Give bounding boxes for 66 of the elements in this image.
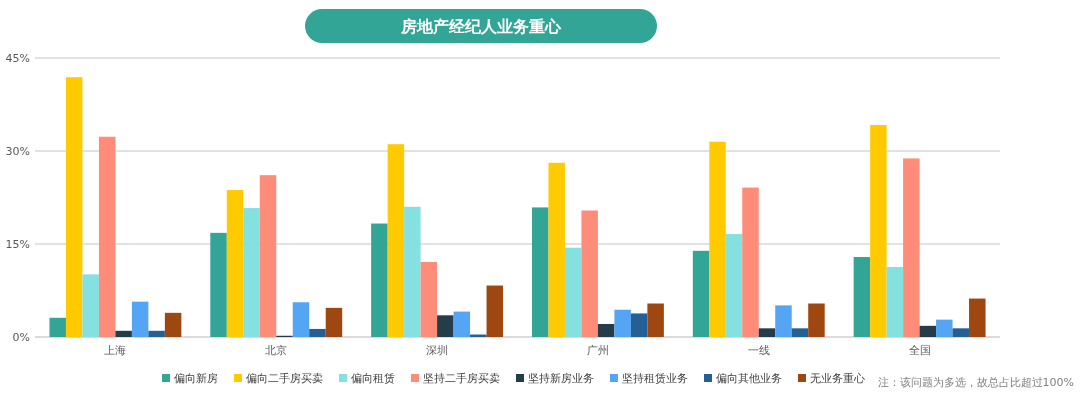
bar [886, 266, 904, 337]
bar [919, 325, 937, 337]
bar [692, 250, 710, 337]
x-tick-label: 广州 [586, 344, 609, 357]
legend-label: 无业务重心 [810, 372, 865, 385]
bar [292, 302, 310, 337]
bar [791, 328, 809, 337]
bar [742, 187, 759, 337]
bar [325, 307, 343, 337]
x-tick-label: 深圳 [426, 344, 449, 357]
bar [548, 162, 565, 337]
bar [115, 330, 132, 337]
x-tick-label: 一线 [747, 344, 770, 357]
bar [387, 144, 405, 337]
bar [952, 328, 970, 337]
bar [853, 257, 871, 337]
y-tick-label: 15% [5, 238, 30, 251]
bar [936, 319, 953, 337]
y-tick-label: 45% [5, 52, 30, 65]
bar [453, 311, 471, 337]
bar [226, 190, 244, 337]
bar [969, 298, 986, 337]
bar [647, 303, 664, 337]
x-tick-label: 上海 [104, 344, 127, 357]
bar [870, 124, 887, 337]
x-tick-label: 全国 [908, 344, 931, 357]
bar [630, 313, 648, 337]
y-tick-label: 0% [12, 331, 30, 344]
bar [98, 136, 116, 337]
bar [404, 206, 421, 337]
bar [597, 323, 615, 337]
bar [243, 208, 260, 337]
bar [437, 315, 454, 337]
bar [903, 158, 920, 337]
bar [49, 317, 66, 337]
text: 注：该问题为多选，故总占比超过100% [877, 376, 1074, 389]
legend-label: 坚持二手房买卖 [423, 372, 500, 385]
legend-label: 偏向其他业务 [716, 372, 782, 385]
bar [758, 328, 776, 337]
bar [420, 261, 438, 337]
bar [210, 232, 227, 337]
chart-title: 房地产经纪人业务重心 [400, 17, 562, 36]
bar [614, 309, 631, 337]
legend-label: 偏向二手房买卖 [246, 372, 323, 385]
bar [371, 223, 388, 337]
bar [486, 285, 504, 337]
legend-label: 坚持租赁业务 [622, 372, 688, 385]
bar [164, 312, 182, 337]
x-tick-label: 北京 [265, 344, 288, 357]
bar [131, 301, 149, 337]
legend-label: 偏向新房 [174, 372, 218, 385]
bar [148, 330, 165, 337]
y-tick-label: 30% [5, 145, 30, 158]
bar [709, 141, 726, 337]
bar [564, 247, 582, 337]
bar [259, 175, 277, 337]
bar [531, 207, 549, 337]
bar [808, 303, 825, 337]
bar [82, 274, 99, 337]
bar [65, 77, 83, 337]
bar [581, 210, 598, 337]
bar [775, 305, 792, 337]
legend-label: 偏向租赁 [351, 372, 395, 385]
legend-label: 坚持新房业务 [528, 372, 594, 385]
bar [725, 234, 743, 337]
bar [309, 328, 326, 337]
